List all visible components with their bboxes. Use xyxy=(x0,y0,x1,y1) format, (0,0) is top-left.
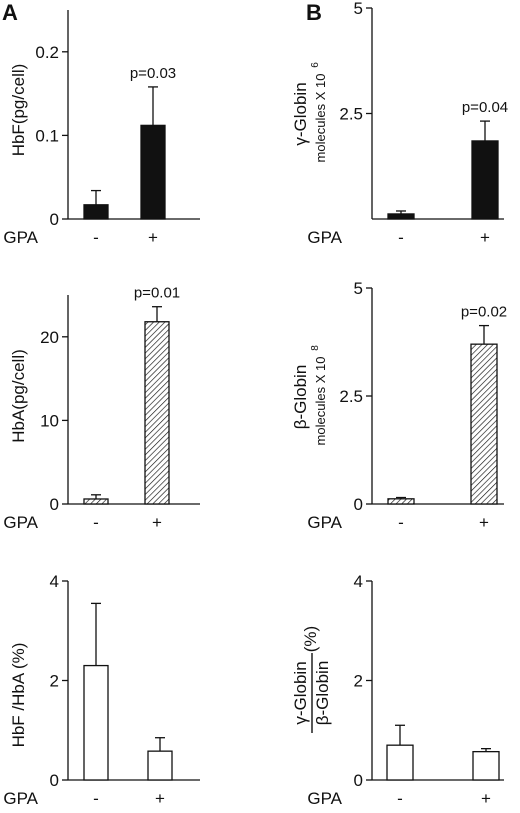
y-tick-label: 2 xyxy=(50,672,59,691)
y-axis-label: HbA(pg/cell) xyxy=(9,349,28,443)
x-category-label: + xyxy=(479,513,489,532)
x-axis-label: GPA xyxy=(3,513,38,532)
y-axis-label: γ-Globin molecules X 10 6 xyxy=(291,62,328,163)
y-axis-label: HbF(pg/cell) xyxy=(9,64,28,157)
y-tick-label: 20 xyxy=(40,328,59,347)
x-axis-label: GPA xyxy=(3,228,38,247)
y-tick-label: 4 xyxy=(50,572,59,591)
p-value-annotation: p=0.03 xyxy=(130,65,176,82)
x-axis-label: GPA xyxy=(307,789,342,808)
panel-letter-b: B xyxy=(306,0,322,25)
x-category-label: - xyxy=(398,228,404,247)
bar xyxy=(472,750,500,781)
x-category-label: - xyxy=(93,789,99,808)
x-category-label: - xyxy=(397,789,403,808)
y-axis-label: γ-Globin β-Globin (%) xyxy=(291,626,332,733)
y-label-text: HbF /HbA (%) xyxy=(9,643,28,748)
panel-letter-a: A xyxy=(2,0,18,25)
y-tick-label: 5 xyxy=(354,279,363,298)
x-axis-label: GPA xyxy=(307,513,342,532)
y-tick-label: 0 xyxy=(354,771,363,790)
chart-b-gamma: 2.5 5 - + GPA p=0.04 γ-Globin molecules X 10 6 xyxy=(291,0,508,247)
y-label-line2: molecules X 10 xyxy=(313,357,328,446)
bar xyxy=(140,124,166,220)
x-axis-label: GPA xyxy=(307,228,342,247)
bar xyxy=(470,343,498,505)
y-tick-label: 0 xyxy=(50,210,59,229)
x-category-label: - xyxy=(398,513,404,532)
bar xyxy=(386,744,414,781)
y-label-line1: γ-Globin xyxy=(291,82,310,145)
x-category-label: + xyxy=(155,789,165,808)
chart-a-hba: 0 10 20 - + GPA p=0.01 HbA(pg/cell) xyxy=(3,285,200,532)
p-value-annotation: p=0.01 xyxy=(134,285,180,302)
y-tick-label: 4 xyxy=(354,572,363,591)
p-value-annotation: p=0.02 xyxy=(461,304,507,321)
y-label-line2: molecules X 10 xyxy=(313,74,328,163)
y-label-exponent: 6 xyxy=(310,62,321,68)
y-label-line1: β-Globin xyxy=(291,365,310,430)
y-tick-label: 2.5 xyxy=(339,387,363,406)
y-label-denominator: β-Globin xyxy=(313,661,332,726)
chart-a-ratio: 0 2 4 - + GPA HbF /HbA (%) xyxy=(3,572,200,808)
y-label-percent: (%) xyxy=(301,626,320,652)
y-tick-label: 0 xyxy=(354,495,363,514)
bar xyxy=(147,750,173,781)
bar xyxy=(83,664,109,781)
y-tick-label: 0.1 xyxy=(35,126,59,145)
x-category-label: - xyxy=(93,228,99,247)
y-label-numerator: γ-Globin xyxy=(291,661,310,724)
y-tick-label: 2 xyxy=(354,672,363,691)
x-category-label: + xyxy=(148,228,158,247)
chart-b-beta: 0 2.5 5 - + GPA p=0.02 β-Globin molecules X 10 8 xyxy=(291,279,507,532)
y-axis-label: HbF /HbA (%) xyxy=(9,643,28,748)
y-label-text: HbF(pg/cell) xyxy=(9,64,28,157)
y-axis-label: β-Globin molecules X 10 8 xyxy=(291,345,328,446)
bar xyxy=(83,204,109,220)
x-category-label: + xyxy=(152,513,162,532)
y-tick-label: 5 xyxy=(354,0,363,18)
y-tick-label: 0.2 xyxy=(35,43,59,62)
bar xyxy=(387,213,415,220)
x-category-label: - xyxy=(93,513,99,532)
y-tick-label: 2.5 xyxy=(339,105,363,124)
bar xyxy=(83,498,109,505)
x-category-label: + xyxy=(480,228,490,247)
p-value-annotation: p=0.04 xyxy=(462,99,508,116)
chart-b-ratio: 0 2 4 - + GPA γ-Globin β-Globin (%) xyxy=(291,572,504,808)
x-category-label: + xyxy=(481,789,491,808)
bar xyxy=(471,140,499,220)
x-axis-label: GPA xyxy=(3,789,38,808)
y-label-exponent: 8 xyxy=(310,345,321,351)
y-tick-label: 0 xyxy=(50,495,59,514)
y-tick-label: 10 xyxy=(40,411,59,430)
y-label-text: HbA(pg/cell) xyxy=(9,349,28,443)
y-tick-label: 0 xyxy=(50,771,59,790)
bar xyxy=(387,498,415,505)
bar xyxy=(144,321,170,505)
chart-a-hbf: 0 0.1 0.2 - + GPA p=0.03 HbF(pg/cell) xyxy=(3,10,200,247)
